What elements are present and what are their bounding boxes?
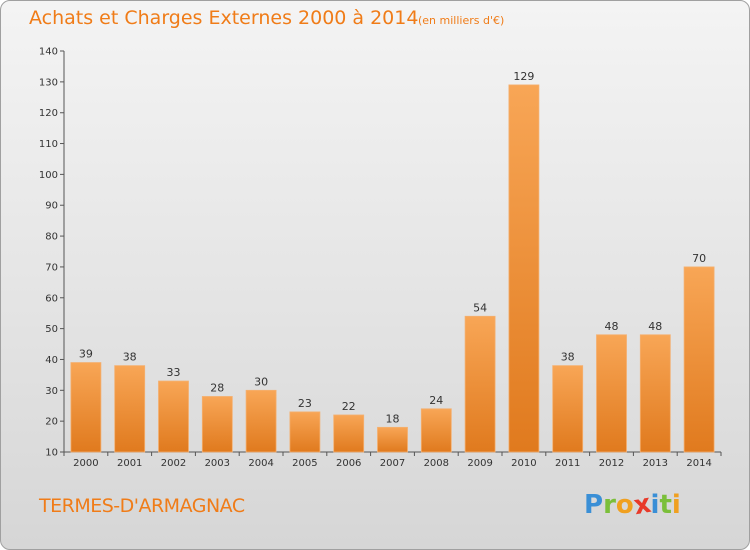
bar-value-label: 30 (254, 375, 268, 388)
bar (377, 426, 408, 453)
x-tick-label: 2001 (117, 458, 142, 469)
bar (596, 334, 627, 453)
commune-name: TERMES-D'ARMAGNAC (39, 495, 245, 517)
bar (420, 408, 452, 453)
x-tick-label: 2004 (248, 458, 273, 469)
y-tick-label: 10 (45, 448, 58, 459)
chart-subtitle: (en milliers d'€) (418, 14, 505, 27)
x-tick-label: 2009 (467, 458, 492, 469)
bar (683, 266, 715, 453)
x-tick-label: 2013 (643, 458, 668, 469)
x-tick-label: 2006 (336, 458, 361, 469)
bar (158, 380, 189, 453)
bars-group: 39 38 33 28 30 23 22 18 24 54 129 38 48 48 70 (70, 70, 715, 453)
y-tick-label: 50 (45, 324, 58, 335)
bar-value-label: 38 (561, 351, 575, 364)
bar (289, 411, 321, 453)
bar (508, 84, 540, 453)
y-tick-label: 60 (45, 293, 58, 304)
x-tick-label: 2010 (511, 458, 536, 469)
bar-value-label: 23 (298, 397, 312, 410)
y-tick-label: 100 (39, 170, 58, 181)
chart-title: Achats et Charges Externes 2000 à 2014 (29, 7, 419, 29)
x-tick-label: 2003 (205, 458, 230, 469)
logo-letter: r (603, 490, 616, 520)
y-tick-label: 30 (45, 386, 58, 397)
bar-value-label: 48 (605, 320, 619, 333)
x-tick-label: 2012 (599, 458, 624, 469)
bar (333, 414, 365, 453)
y-tick-label: 140 (39, 47, 58, 58)
y-tick-label: 40 (45, 355, 58, 366)
x-tick-label: 2005 (292, 458, 317, 469)
bar-value-label: 33 (167, 366, 181, 379)
y-tick-label: 130 (39, 77, 58, 88)
y-tick-label: 20 (45, 417, 58, 428)
bar-value-label: 38 (123, 351, 137, 364)
logo-letter: i (650, 490, 660, 520)
bar-value-label: 18 (386, 412, 400, 425)
bar-value-label: 22 (342, 400, 356, 413)
y-tick-label: 80 (45, 232, 58, 243)
x-tick-label: 2008 (424, 458, 449, 469)
proxiti-logo: Proxiti (584, 489, 681, 521)
bar-value-label: 28 (210, 381, 224, 394)
bar (639, 334, 671, 453)
y-tick-label: 120 (39, 108, 58, 119)
y-tick-label: 70 (45, 262, 58, 273)
bar-value-label: 70 (692, 252, 706, 265)
bar-value-label: 48 (648, 320, 662, 333)
x-tick-label: 2011 (555, 458, 580, 469)
bar-value-label: 54 (473, 301, 487, 314)
x-tick-label: 2007 (380, 458, 405, 469)
logo-letter: i (671, 490, 681, 520)
x-tick-label: 2014 (686, 458, 711, 469)
x-tick-label: 2000 (73, 458, 98, 469)
bar (201, 396, 233, 453)
bar-value-label: 39 (79, 348, 93, 361)
bar (245, 389, 277, 453)
bar-value-label: 24 (429, 394, 443, 407)
bar (464, 315, 496, 453)
logo-letter: t (659, 490, 672, 520)
bar-value-label: 129 (513, 70, 534, 83)
y-tick-label: 90 (45, 201, 58, 212)
bar (70, 362, 102, 453)
logo-letter: P (584, 490, 604, 520)
bar (552, 365, 584, 453)
y-tick-label: 110 (39, 139, 58, 150)
logo-letter: o (615, 490, 634, 520)
bar (114, 365, 146, 453)
x-tick-label: 2002 (161, 458, 186, 469)
